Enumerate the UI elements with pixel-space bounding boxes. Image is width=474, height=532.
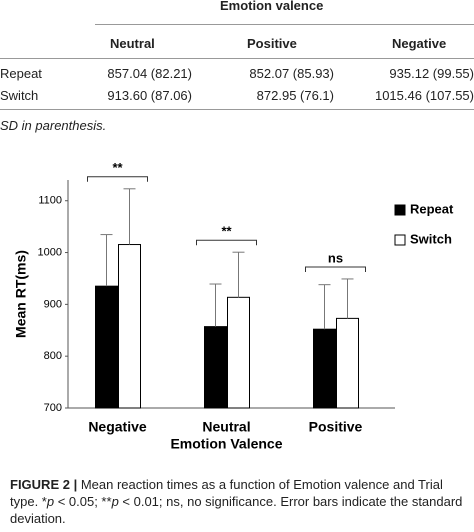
caption-text: Mean reaction times as a function of Emo…	[10, 477, 443, 509]
x-tick-label: Negative	[88, 419, 147, 435]
legend-swatch	[394, 204, 406, 216]
caption: FIGURE 2 | Mean reaction times as a func…	[10, 476, 465, 527]
bar	[313, 328, 336, 409]
caption-text: p	[111, 494, 119, 509]
y-axis-label: Mean RT(ms)	[13, 250, 29, 338]
y-tick-label: 700	[44, 402, 62, 414]
bar	[204, 326, 227, 409]
rule	[95, 24, 474, 25]
significance-label: ns	[328, 250, 343, 265]
table-cell: 852.07 (85.93)	[249, 66, 334, 81]
caption-text: FIGURE 2 |	[10, 477, 78, 492]
chart: 700 800 900 1000 1100 Mean RT(ms) Negative ** Ne…	[13, 160, 454, 452]
rule	[0, 58, 474, 59]
column-header: Positive	[247, 36, 297, 51]
legend-label: Repeat	[410, 201, 454, 216]
significance-bracket	[305, 266, 366, 272]
bar	[227, 296, 250, 409]
x-tick-label: Positive	[309, 419, 363, 435]
table-cell: 1015.46 (107.55)	[374, 88, 474, 103]
significance-label: **	[221, 224, 232, 239]
caption-text: p	[46, 494, 55, 509]
caption-text: < 0.01; ns, no significance. Error bars …	[10, 494, 463, 526]
column-header: Negative	[392, 36, 447, 51]
table-cell: 913.60 (87.06)	[107, 88, 192, 103]
significance-bracket	[87, 176, 148, 182]
caption-text: < 0.05; **	[54, 494, 112, 509]
x-tick-label: Neutral	[202, 419, 250, 435]
table-cell: 872.95 (76.1)	[256, 88, 334, 103]
bar	[118, 244, 141, 409]
row-label: Repeat	[0, 66, 42, 81]
table-cell: 857.04 (82.21)	[107, 66, 192, 81]
x-axis-label: Emotion Valence	[170, 436, 282, 452]
table-cell: 935.12 (99.55)	[389, 66, 474, 81]
significance-label: **	[112, 160, 123, 175]
y-tick-label: 900	[44, 298, 62, 310]
y-tick-label: 800	[44, 350, 62, 362]
table-note: SD in parenthesis.	[0, 118, 107, 133]
y-tick-label: 1100	[38, 195, 62, 207]
legend-swatch	[394, 234, 406, 246]
significance-bracket	[196, 239, 257, 246]
y-tick-label: 1000	[38, 246, 62, 258]
row-label: Switch	[0, 88, 39, 103]
rule	[0, 109, 474, 110]
legend-label: Switch	[410, 231, 452, 246]
bar	[95, 285, 118, 409]
bar	[336, 317, 359, 409]
column-header: Neutral	[110, 36, 155, 51]
table-header: Emotion valence	[220, 0, 324, 13]
